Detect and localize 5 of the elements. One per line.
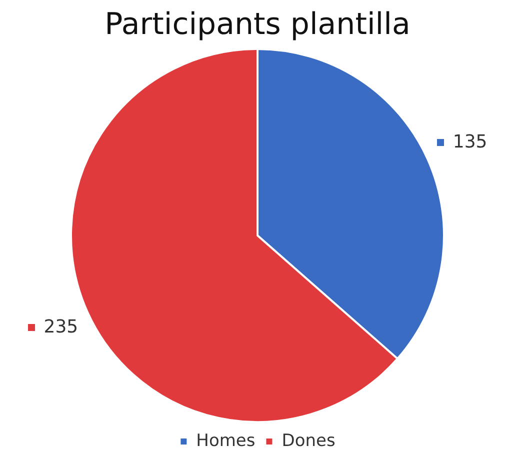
legend-label: Dones — [282, 430, 336, 451]
chart-title: Participants plantilla — [104, 6, 410, 42]
legend-label: Homes — [196, 430, 256, 451]
data-label: 135 — [452, 132, 488, 153]
data-label: 235 — [44, 316, 78, 338]
